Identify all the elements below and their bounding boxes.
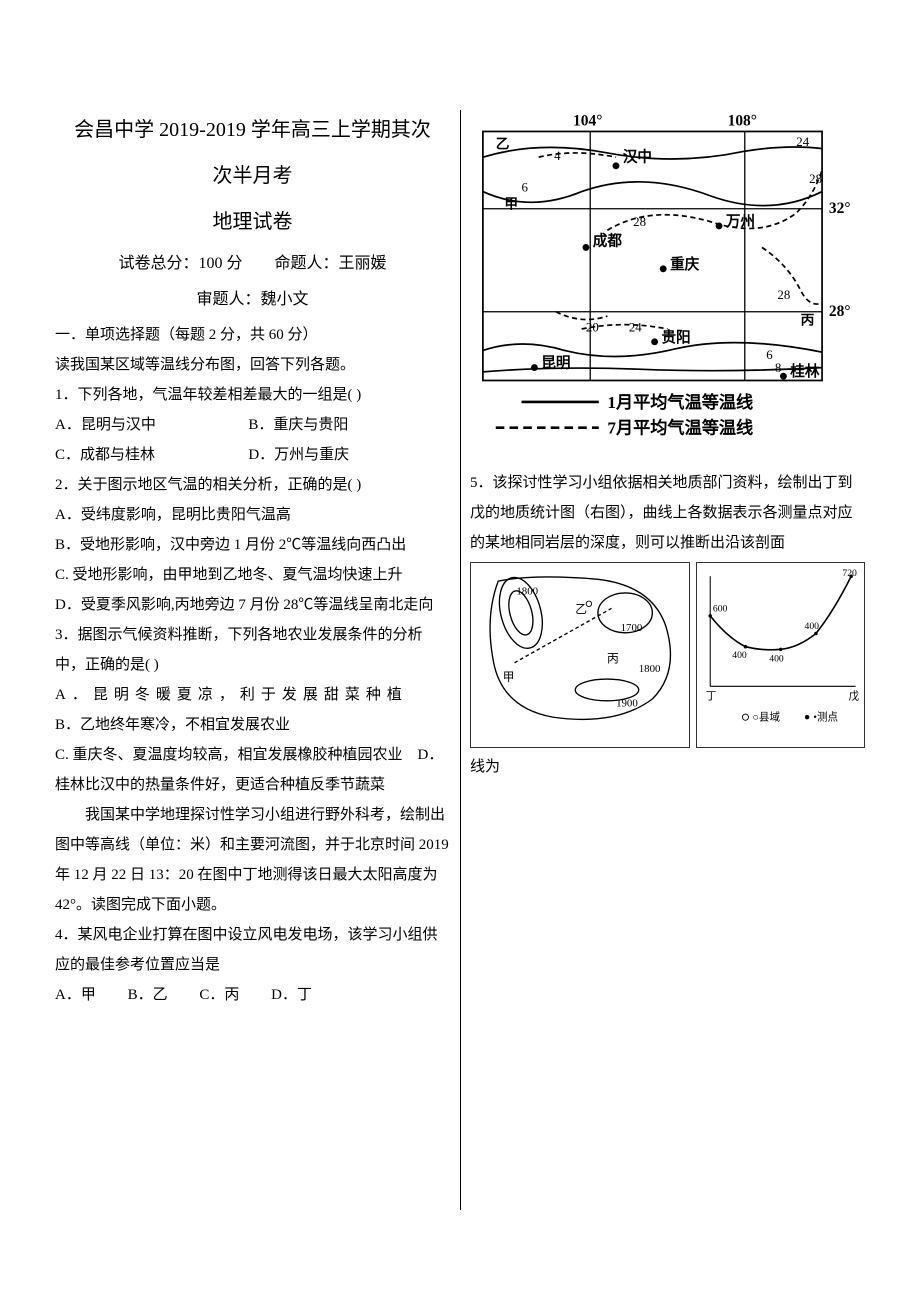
svg-text:汉中: 汉中 (623, 148, 652, 166)
q5-stem-b: 线为 (470, 752, 865, 782)
q3-opt-b: B．乙地终年寒冷，不相宜发展农业 (55, 710, 450, 740)
svg-text:400: 400 (804, 622, 819, 633)
svg-text:甲: 甲 (503, 671, 515, 684)
q1-stem: 1．下列各地，气温年较差相差最大的一组是( ) (55, 380, 450, 410)
q2-opt-b: B．受地形影响，汉中旁边 1 月份 2℃等温线向西凸出 (55, 530, 450, 560)
q3-opt-a: A．昆明冬暖夏凉，利于发展甜菜种植 (55, 680, 450, 710)
svg-text:•测点: •测点 (813, 711, 838, 724)
q1-opt-a: A．昆明与汉中 (55, 410, 245, 440)
exam-title-line1: 会昌中学 2019-2019 学年高三上学期其次 (55, 110, 450, 150)
q4-opt-a: A．甲 (55, 980, 96, 1010)
svg-text:○县域: ○县域 (752, 711, 780, 724)
q4-opts: A．甲 B．乙 C．丙 D．丁 (55, 980, 450, 1010)
q1-opt-d: D．万州与重庆 (248, 440, 438, 470)
q4-stem: 4．某风电企业打算在图中设立风电发电场，该学习小组供应的最佳参考位置应当是 (55, 920, 450, 980)
svg-text:6: 6 (766, 348, 773, 362)
svg-text:4: 4 (554, 149, 561, 163)
svg-text:8: 8 (775, 361, 781, 375)
svg-text:400: 400 (732, 651, 747, 662)
q3-stem: 3．据图示气候资料推断，下列各地农业发展条件的分析中，正确的是( ) (55, 620, 450, 680)
svg-text:贵阳: 贵阳 (661, 328, 690, 346)
q2-stem: 2．关于图示地区气温的相关分析，正确的是( ) (55, 470, 450, 500)
svg-text:丙: 丙 (607, 653, 619, 666)
exam-subject: 地理试卷 (55, 202, 450, 242)
q2-opt-a: A．受纬度影响，昆明比贵阳气温高 (55, 500, 450, 530)
svg-text:昆明: 昆明 (541, 355, 570, 372)
svg-text:重庆: 重庆 (670, 255, 700, 273)
svg-text:万州: 万州 (725, 213, 755, 230)
svg-text:1800: 1800 (639, 663, 661, 675)
q5-stem-a: 5．该探讨性学习小组依据相关地质部门资料，绘制出丁到戊的地质统计图（右图），曲线… (470, 468, 865, 558)
svg-text:600: 600 (712, 604, 727, 615)
svg-text:1700: 1700 (621, 622, 643, 634)
isotherm-map-figure: 104° 108° 32° 28° 汉中 成都 重庆 万州 贵阳 (470, 110, 865, 464)
svg-text:104°: 104° (573, 112, 602, 129)
exam-title-line2: 次半月考 (55, 156, 450, 196)
svg-text:戊: 戊 (848, 691, 859, 703)
svg-text:乙: 乙 (575, 603, 587, 616)
svg-text:甲: 甲 (504, 197, 518, 212)
svg-text:1月平均气温等温线: 1月平均气温等温线 (607, 392, 753, 412)
svg-text:7月平均气温等温线: 7月平均气温等温线 (607, 418, 753, 438)
q1-opts-row2: C．成都与桂林 D．万州与重庆 (55, 440, 450, 470)
svg-text:6: 6 (522, 181, 529, 195)
svg-text:1800: 1800 (516, 586, 538, 598)
q1-opt-c: C．成都与桂林 (55, 440, 245, 470)
svg-text:24: 24 (796, 135, 809, 149)
svg-text:1900: 1900 (616, 698, 638, 710)
svg-text:桂林: 桂林 (789, 362, 820, 380)
total-score: 试卷总分：100 分 (118, 255, 242, 272)
contour-figure: 1800 1700 1800 1900 乙 丙 甲 (470, 562, 690, 747)
q3-opt-cd: C. 重庆冬、夏温度均较高，相宜发展橡胶种植园农业 D．桂林比汉中的热量条件好，… (55, 740, 450, 800)
svg-text:丁: 丁 (705, 692, 716, 703)
svg-text:32°: 32° (829, 200, 851, 217)
svg-text:24: 24 (629, 321, 642, 335)
svg-text:720: 720 (842, 569, 857, 580)
q4-opt-d: D．丁 (271, 980, 312, 1010)
figure-row: 1800 1700 1800 1900 乙 丙 甲 600 400 (470, 562, 865, 747)
isotherm-map-svg: 104° 108° 32° 28° 汉中 成都 重庆 万州 贵阳 (470, 110, 865, 453)
q4-opt-b: B．乙 (128, 980, 168, 1010)
q1-opt-b: B．重庆与贵阳 (248, 410, 438, 440)
author: 命题人：王丽媛 (275, 255, 387, 272)
svg-text:108°: 108° (728, 112, 757, 129)
q2-opt-c: C. 受地形影响，由甲地到乙地冬、夏气温均快速上升 (55, 560, 450, 590)
svg-text:成都: 成都 (593, 232, 623, 250)
svg-text:28: 28 (633, 215, 646, 229)
svg-text:丙: 丙 (801, 313, 815, 328)
svg-text:乙: 乙 (496, 137, 510, 152)
passage-2: 我国某中学地理探讨性学习小组进行野外科考，绘制出图中等高线（单位：米）和主要河流… (55, 800, 450, 920)
q1-opts-row1: A．昆明与汉中 B．重庆与贵阳 (55, 410, 450, 440)
q2-opt-d: D．受夏季风影响,丙地旁边 7 月份 28℃等温线呈南北走向 (55, 590, 450, 620)
svg-text:20: 20 (586, 321, 599, 335)
section-1-head: 一．单项选择题（每题 2 分，共 60 分） (55, 320, 450, 350)
q4-opt-c: C．丙 (199, 980, 239, 1010)
intro-passage-1: 读我国某区域等温线分布图，回答下列各题。 (55, 350, 450, 380)
svg-text:28: 28 (777, 288, 790, 302)
profile-figure: 600 400 400 400 720 丁 戊 ○县域 •测点 (696, 562, 865, 747)
exam-meta-row1: 试卷总分：100 分 命题人：王丽媛 (55, 248, 450, 280)
reviewer: 审题人：魏小文 (55, 284, 450, 316)
svg-text:28°: 28° (829, 303, 851, 320)
svg-text:400: 400 (769, 654, 784, 665)
q3-opt-c: C. 重庆冬、夏温度均较高，相宜发展橡胶种植园农业 (55, 747, 403, 763)
svg-text:28: 28 (809, 172, 822, 186)
